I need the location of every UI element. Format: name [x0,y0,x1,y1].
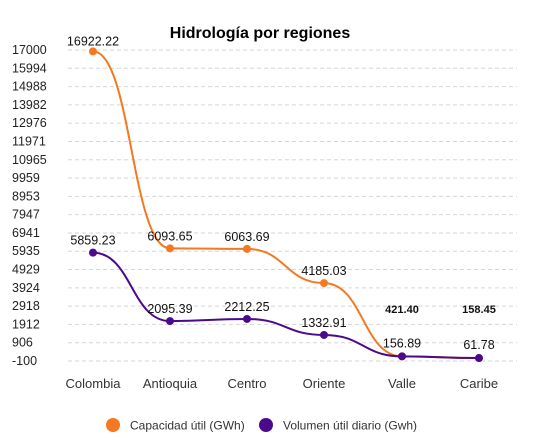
data-label: 16922.22 [67,34,119,48]
legend-label: Capacidad útil (GWh) [130,419,245,433]
x-tick-label: Valle [388,376,416,391]
data-point [89,47,97,56]
y-tick-label: 12976 [12,116,47,130]
data-label: 2212.25 [224,300,269,314]
x-tick-label: Colombia [66,376,122,391]
data-point [243,244,251,253]
y-tick-label: 11971 [12,134,46,148]
chart-title: Hidrología por regiones [170,25,351,42]
legend-marker [259,418,273,432]
data-label: 4185.03 [301,264,346,278]
x-axis-ticks: Colombia Antioquia Centro Oriente Valle Carib… [66,376,499,391]
grid-lines [68,49,517,362]
annotation-label: 421.40 [385,304,419,316]
y-tick-label: 17000 [12,43,47,57]
y-tick-label: 2918 [12,299,40,313]
data-point [475,354,483,363]
y-tick-label: 5935 [12,244,40,258]
y-tick-label: 906 [12,336,33,350]
data-point [398,352,406,361]
y-tick-label: 8953 [12,189,40,203]
y-axis-ticks: 17000 15994 14988 13982 12976 11971 10965 9959 8… [12,43,47,368]
y-tick-label: 15994 [12,61,47,75]
data-point [166,244,174,253]
y-tick-label: 9959 [12,171,40,185]
data-point [89,248,97,257]
y-tick-label: 3924 [12,281,40,295]
data-point [320,330,328,339]
data-point [320,279,328,288]
legend: Capacidad útil (GWh) Volumen útil diario … [106,418,417,433]
x-tick-label: Antioquia [143,376,198,391]
legend-marker [106,418,120,432]
data-label: 5859.23 [70,234,115,248]
y-tick-label: 13982 [12,98,47,112]
y-tick-label: 1912 [12,317,40,331]
data-label: 156.89 [383,336,421,350]
data-label: 6093.65 [147,229,192,243]
data-point [243,314,251,323]
x-tick-label: Oriente [303,376,346,391]
x-tick-label: Caribe [460,376,498,391]
y-tick-label: 10965 [12,153,47,167]
y-tick-label: 6941 [12,226,40,240]
y-tick-label: 14988 [12,80,47,94]
y-tick-label: 7947 [12,208,40,222]
data-label: 6063.69 [224,230,269,244]
x-tick-label: Centro [227,376,266,391]
data-label: 2095.39 [147,302,192,316]
data-labels: 16922.22 6093.65 6063.69 4185.03 5859.23 2095… [67,34,496,352]
data-label: 61.78 [463,338,494,352]
annotation-label: 158.45 [462,304,496,316]
data-point [166,317,174,326]
data-label: 1332.91 [301,316,346,330]
legend-label: Volumen útil diario (Gwh) [283,419,417,433]
y-tick-label: 4929 [12,263,40,277]
y-tick-label: -100 [12,354,37,368]
series-lines [89,47,483,363]
